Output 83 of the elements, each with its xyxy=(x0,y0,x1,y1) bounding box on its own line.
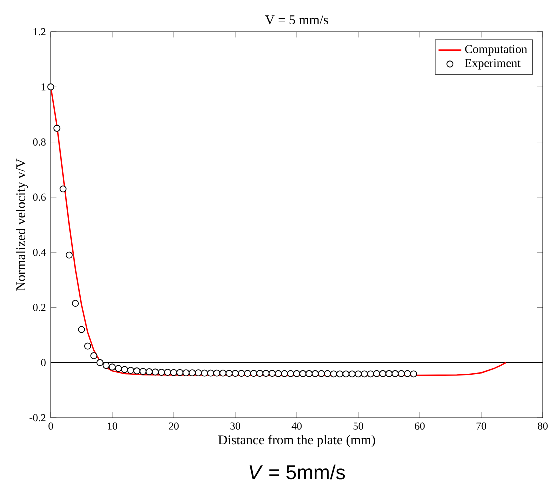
y-tick-label: 0.6 xyxy=(33,194,46,202)
point xyxy=(386,370,393,378)
point xyxy=(336,370,344,378)
point xyxy=(355,370,362,378)
y-tick-label: 0.4 xyxy=(33,248,46,256)
point xyxy=(170,369,178,376)
point xyxy=(232,370,239,378)
point xyxy=(214,370,221,377)
point xyxy=(60,186,67,193)
x-tick-label: 10 xyxy=(108,422,118,430)
x-tick-label: 0 xyxy=(48,422,54,430)
point xyxy=(348,370,356,378)
point xyxy=(109,364,116,371)
chart-title: V = 5 mm/s xyxy=(265,16,328,25)
point xyxy=(201,370,208,377)
point xyxy=(158,369,166,376)
point xyxy=(367,370,374,378)
y-tick-label: 1 xyxy=(42,84,46,91)
point xyxy=(96,359,104,366)
y-tick-label: 0 xyxy=(41,359,46,366)
text: V = 5mm/s xyxy=(250,464,346,480)
x-tick-label: 70 xyxy=(476,422,486,430)
point xyxy=(262,370,270,378)
point xyxy=(306,370,313,378)
point xyxy=(140,368,147,376)
point xyxy=(164,369,172,376)
point xyxy=(195,370,202,377)
point xyxy=(182,370,190,377)
y-tick-label: 1.2 xyxy=(34,28,46,36)
point xyxy=(121,366,128,374)
x-tick-label: 40 xyxy=(292,422,302,430)
point xyxy=(72,300,80,308)
y-tick-label: 0.2 xyxy=(33,304,46,312)
point xyxy=(342,370,350,378)
point xyxy=(238,370,246,378)
point xyxy=(176,369,184,376)
point xyxy=(294,370,300,378)
point xyxy=(152,368,160,376)
x-tick-label: 30 xyxy=(230,422,240,430)
legend-label: Experiment xyxy=(465,59,521,70)
point xyxy=(115,365,122,372)
point xyxy=(300,370,307,378)
x-tick-label: 80 xyxy=(538,422,548,430)
point xyxy=(312,370,319,378)
point xyxy=(275,370,282,378)
x-tick-label: 50 xyxy=(354,422,364,430)
point xyxy=(146,368,153,376)
y-tick-label: -0.2 xyxy=(30,414,46,422)
x-tick-label: 20 xyxy=(169,422,179,430)
point xyxy=(373,370,380,378)
point xyxy=(102,362,110,370)
point xyxy=(256,370,264,378)
point xyxy=(48,84,54,91)
point xyxy=(392,370,399,378)
x-tick-label: 60 xyxy=(415,422,425,430)
point xyxy=(207,370,214,377)
point xyxy=(361,370,368,378)
point xyxy=(404,370,412,378)
y-tick-label: 0.8 xyxy=(33,138,46,146)
point xyxy=(127,367,134,374)
point xyxy=(226,370,233,378)
point xyxy=(90,352,98,360)
point xyxy=(380,370,387,378)
point xyxy=(268,370,276,378)
point xyxy=(66,252,73,259)
point xyxy=(244,370,252,378)
point xyxy=(324,370,332,378)
legend-label: Computation xyxy=(465,45,528,56)
point xyxy=(54,125,61,132)
point xyxy=(287,370,294,378)
y-axis-title: Normalized velocity v/V xyxy=(16,158,28,291)
point xyxy=(318,370,326,378)
point xyxy=(398,370,406,378)
point xyxy=(330,370,338,378)
point xyxy=(134,368,141,375)
x-axis-title: Distance from the plate (mm) xyxy=(218,435,376,448)
point xyxy=(188,370,196,377)
point xyxy=(220,370,227,377)
point xyxy=(250,370,258,378)
point xyxy=(78,326,86,334)
point xyxy=(281,370,288,378)
point xyxy=(84,342,92,350)
point xyxy=(410,370,418,378)
